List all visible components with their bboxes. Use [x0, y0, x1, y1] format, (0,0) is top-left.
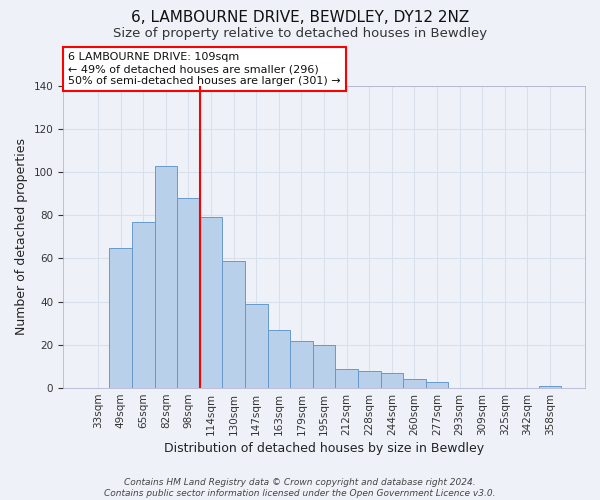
Bar: [177, 198, 200, 388]
Bar: [155, 166, 177, 388]
Text: 6 LAMBOURNE DRIVE: 109sqm
← 49% of detached houses are smaller (296)
50% of semi: 6 LAMBOURNE DRIVE: 109sqm ← 49% of detac…: [68, 52, 341, 86]
Bar: [268, 330, 290, 388]
Bar: [313, 345, 335, 388]
Text: Contains HM Land Registry data © Crown copyright and database right 2024.
Contai: Contains HM Land Registry data © Crown c…: [104, 478, 496, 498]
Bar: [132, 222, 155, 388]
Bar: [403, 380, 425, 388]
Y-axis label: Number of detached properties: Number of detached properties: [15, 138, 28, 336]
Bar: [109, 248, 132, 388]
Bar: [358, 371, 380, 388]
Text: Size of property relative to detached houses in Bewdley: Size of property relative to detached ho…: [113, 28, 487, 40]
Bar: [425, 382, 448, 388]
X-axis label: Distribution of detached houses by size in Bewdley: Distribution of detached houses by size …: [164, 442, 484, 455]
Bar: [223, 260, 245, 388]
Bar: [335, 368, 358, 388]
Bar: [380, 373, 403, 388]
Bar: [290, 340, 313, 388]
Text: 6, LAMBOURNE DRIVE, BEWDLEY, DY12 2NZ: 6, LAMBOURNE DRIVE, BEWDLEY, DY12 2NZ: [131, 10, 469, 25]
Bar: [539, 386, 561, 388]
Bar: [200, 218, 223, 388]
Bar: [245, 304, 268, 388]
